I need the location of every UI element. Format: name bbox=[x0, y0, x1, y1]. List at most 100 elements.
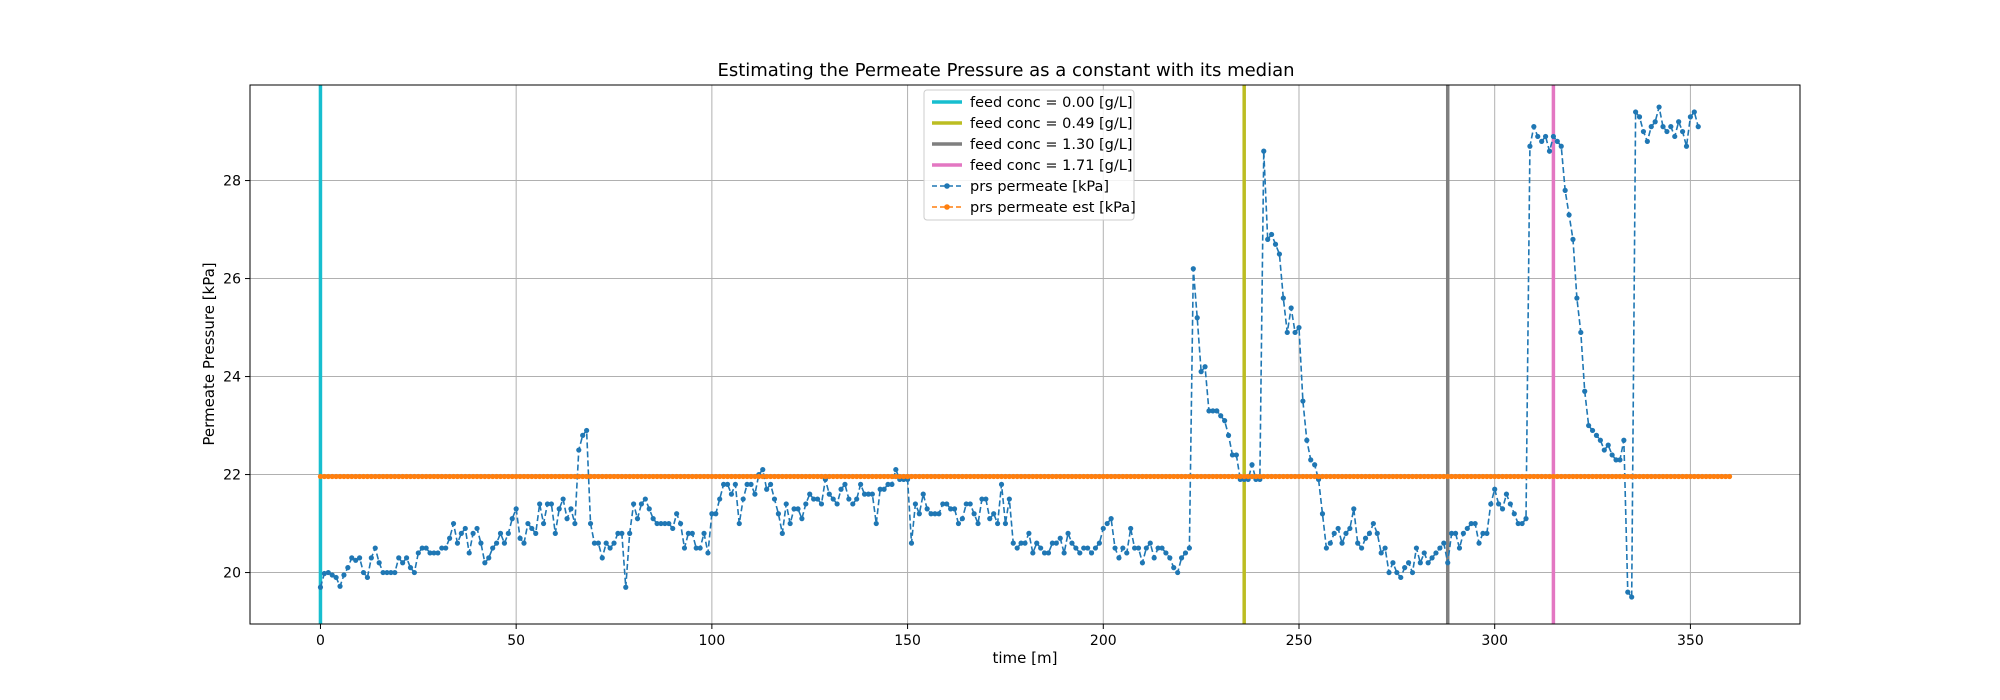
series-point bbox=[1374, 473, 1380, 480]
series-point bbox=[1425, 473, 1431, 480]
series-point bbox=[1171, 473, 1177, 480]
series-point bbox=[662, 473, 668, 480]
series-point bbox=[983, 473, 989, 480]
series-point bbox=[1347, 525, 1353, 532]
series-point bbox=[1648, 473, 1654, 480]
series-point bbox=[677, 520, 684, 527]
series-point bbox=[1343, 530, 1349, 536]
series-point bbox=[1182, 550, 1189, 556]
series-point bbox=[846, 473, 852, 480]
series-point bbox=[916, 511, 922, 517]
series-point bbox=[1421, 473, 1427, 480]
series-point bbox=[1096, 540, 1102, 546]
series-point bbox=[505, 473, 511, 480]
series-point bbox=[1429, 555, 1435, 561]
series-point bbox=[1041, 473, 1048, 480]
series-point bbox=[1155, 473, 1161, 480]
series-point bbox=[353, 473, 359, 480]
series-layer bbox=[317, 104, 1733, 600]
series-point bbox=[795, 473, 801, 480]
series-point bbox=[756, 473, 762, 480]
series-point bbox=[642, 496, 648, 502]
series-point bbox=[1660, 473, 1666, 480]
series-point bbox=[1014, 473, 1020, 480]
series-point bbox=[1026, 530, 1032, 536]
series-point bbox=[1402, 473, 1408, 480]
series-point bbox=[513, 473, 519, 480]
series-point bbox=[1660, 124, 1666, 130]
series-point bbox=[1061, 473, 1067, 480]
x-tick-label: 50 bbox=[507, 633, 525, 649]
series-point bbox=[944, 501, 950, 507]
series-point bbox=[1586, 473, 1592, 480]
series-point bbox=[1699, 473, 1705, 480]
series-point bbox=[1382, 545, 1388, 551]
series-point bbox=[353, 557, 359, 563]
series-point bbox=[1280, 295, 1286, 301]
series-point bbox=[1398, 473, 1404, 480]
series-point bbox=[1116, 473, 1122, 480]
series-point bbox=[689, 473, 695, 480]
series-point bbox=[1394, 569, 1400, 576]
series-point bbox=[1218, 473, 1224, 480]
series-point bbox=[1433, 473, 1439, 480]
series-point bbox=[799, 516, 805, 522]
series-point bbox=[1378, 550, 1384, 556]
series-point bbox=[1120, 545, 1126, 551]
series-point bbox=[1409, 569, 1416, 576]
series-point bbox=[721, 481, 727, 487]
series-point bbox=[1069, 540, 1075, 546]
series-point bbox=[995, 520, 1001, 527]
series-point bbox=[627, 473, 633, 480]
series-point bbox=[1476, 473, 1482, 480]
series-point bbox=[1589, 427, 1596, 434]
series-point bbox=[333, 473, 339, 480]
series-point bbox=[466, 473, 472, 480]
series-point bbox=[1010, 473, 1016, 480]
series-point bbox=[1484, 530, 1490, 536]
series-point bbox=[560, 473, 566, 480]
series-point bbox=[1284, 329, 1290, 336]
series-point bbox=[1300, 473, 1306, 480]
series-point bbox=[329, 572, 335, 578]
series-point bbox=[1265, 473, 1271, 480]
plot-frame bbox=[249, 84, 1801, 625]
series-point bbox=[1147, 473, 1153, 480]
series-point bbox=[1683, 473, 1690, 480]
series-point bbox=[1499, 506, 1506, 512]
series-point bbox=[431, 473, 437, 480]
series-point bbox=[1359, 545, 1365, 551]
series-point bbox=[775, 511, 782, 517]
series-point bbox=[1441, 540, 1447, 546]
series-point bbox=[1480, 530, 1486, 536]
series-point bbox=[423, 473, 429, 480]
series-point bbox=[971, 511, 977, 517]
series-point bbox=[1327, 540, 1333, 546]
series-point bbox=[1092, 545, 1099, 551]
series-point bbox=[705, 473, 711, 480]
series-point bbox=[677, 473, 684, 480]
legend-label: prs permeate est [kPa] bbox=[970, 200, 1136, 216]
series-point bbox=[732, 481, 738, 487]
series-point bbox=[1578, 473, 1584, 480]
series-point bbox=[501, 540, 508, 546]
series-point bbox=[713, 473, 719, 480]
series-point bbox=[760, 473, 766, 480]
series-point bbox=[341, 473, 347, 480]
series-point bbox=[1229, 452, 1236, 458]
series-point bbox=[486, 473, 492, 480]
series-point bbox=[1241, 473, 1247, 480]
series-point bbox=[1711, 473, 1717, 480]
series-point bbox=[634, 516, 641, 522]
series-point bbox=[1151, 555, 1157, 561]
y-tick-label: 26 bbox=[223, 272, 241, 288]
series-point bbox=[924, 473, 930, 480]
series-point bbox=[951, 506, 958, 512]
series-point bbox=[1672, 133, 1678, 140]
series-point bbox=[803, 473, 809, 480]
series-point bbox=[1640, 473, 1647, 480]
series-point bbox=[1151, 473, 1157, 480]
series-point bbox=[603, 540, 609, 546]
series-point bbox=[1002, 520, 1009, 527]
series-point bbox=[940, 473, 946, 480]
